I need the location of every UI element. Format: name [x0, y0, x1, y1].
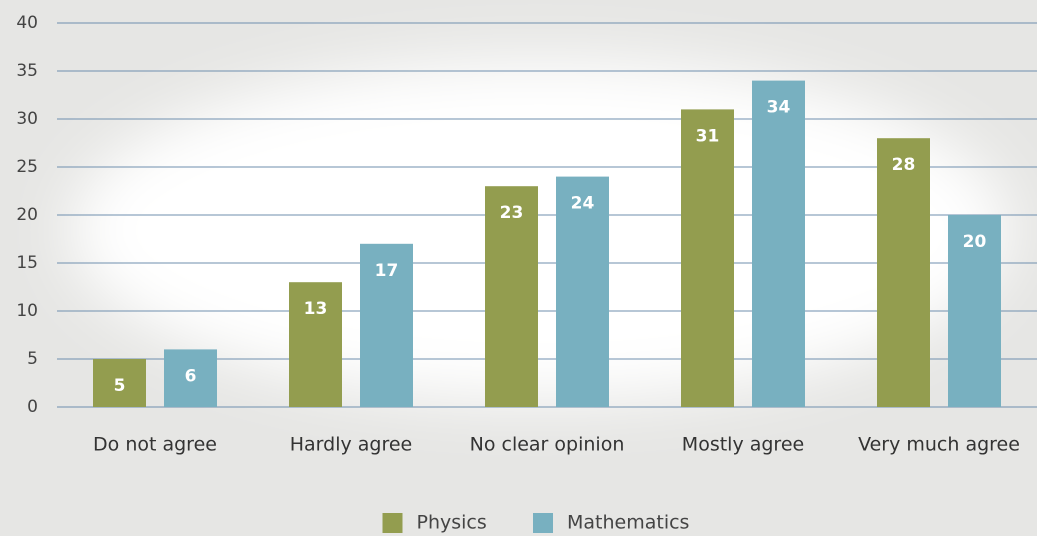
y-tick-label: 0	[27, 397, 38, 417]
bar	[93, 359, 146, 407]
data-label: 24	[571, 194, 595, 214]
legend-label: Physics	[417, 512, 487, 534]
x-tick-label: Do not agree	[93, 434, 217, 456]
y-tick-label: 20	[16, 205, 38, 225]
legend-swatch	[533, 513, 553, 533]
x-tick-label: Hardly agree	[290, 434, 413, 456]
bar	[164, 349, 217, 407]
data-label: 31	[696, 126, 720, 146]
legend-label: Mathematics	[567, 512, 689, 534]
background-cloud	[70, 60, 1010, 400]
y-tick-label: 10	[16, 301, 38, 321]
data-label: 34	[767, 98, 791, 118]
bar	[877, 138, 930, 407]
y-tick-label: 35	[16, 61, 38, 81]
bar	[752, 80, 805, 407]
bar	[556, 176, 609, 407]
bar	[948, 215, 1001, 407]
legend-swatch	[382, 513, 403, 533]
x-tick-label: No clear opinion	[470, 434, 625, 456]
bar	[360, 243, 413, 407]
data-label: 20	[963, 232, 987, 252]
data-label: 17	[375, 261, 399, 281]
bar	[681, 109, 734, 408]
data-label: 5	[114, 376, 126, 396]
y-tick-label: 30	[16, 109, 38, 129]
x-tick-label: Mostly agree	[682, 434, 804, 456]
data-label: 6	[185, 366, 197, 386]
y-tick-label: 5	[27, 349, 38, 369]
data-label: 23	[500, 203, 524, 223]
x-tick-label: Very much agree	[858, 434, 1020, 456]
y-tick-label: 40	[16, 13, 38, 33]
bar	[485, 186, 538, 407]
data-label: 13	[304, 299, 328, 319]
bar	[289, 282, 342, 407]
y-tick-label: 25	[16, 157, 38, 177]
y-tick-label: 15	[16, 253, 38, 273]
data-label: 28	[892, 155, 916, 175]
